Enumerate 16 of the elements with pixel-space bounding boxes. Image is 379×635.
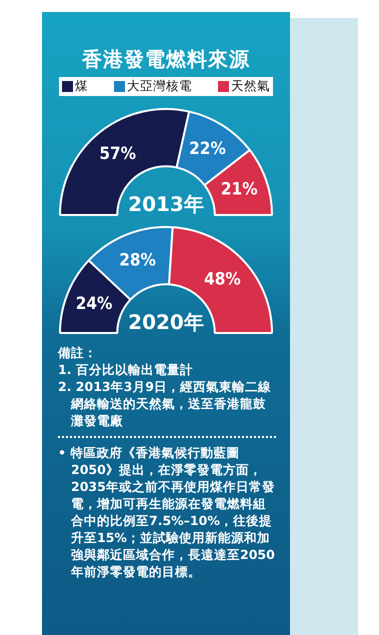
data-label: 28% xyxy=(119,250,156,270)
text: 1. 百分比以輸出電量計 xyxy=(58,361,194,378)
legend-label: 大亞灣核電 xyxy=(126,78,192,95)
data-label: 24% xyxy=(76,294,112,314)
text: 2013年 xyxy=(128,192,204,216)
text: 2. 2013年3月9日，經西氣東輸二線網絡輸送的天然氣，送至香港龍鼓灘發電廠 xyxy=(58,378,272,429)
text: 備註： xyxy=(58,344,98,361)
data-label: 48% xyxy=(204,269,241,290)
data-label: 21% xyxy=(220,179,258,200)
chart-title: 香港發電燃料來源 xyxy=(80,46,251,73)
legend-label: 煤 xyxy=(74,78,88,95)
legend-label: 天然氣 xyxy=(230,78,270,95)
text: 2020年 xyxy=(128,310,204,334)
text: • 特區政府《香港氣候行動藍圖2050》提出，在淨零發電方面，2035年或之前不再使用煤作日常發電，增加可再生能源在發電燃料組合中的比例至7.5%–10%，往後提升至15%；並試驗使用新能源和加強與鄰近區域合作，長遠達至2050年前淨零發電的目標。 xyxy=(58,444,276,580)
data-label: 57% xyxy=(99,144,136,164)
data-label: 22% xyxy=(189,139,226,160)
